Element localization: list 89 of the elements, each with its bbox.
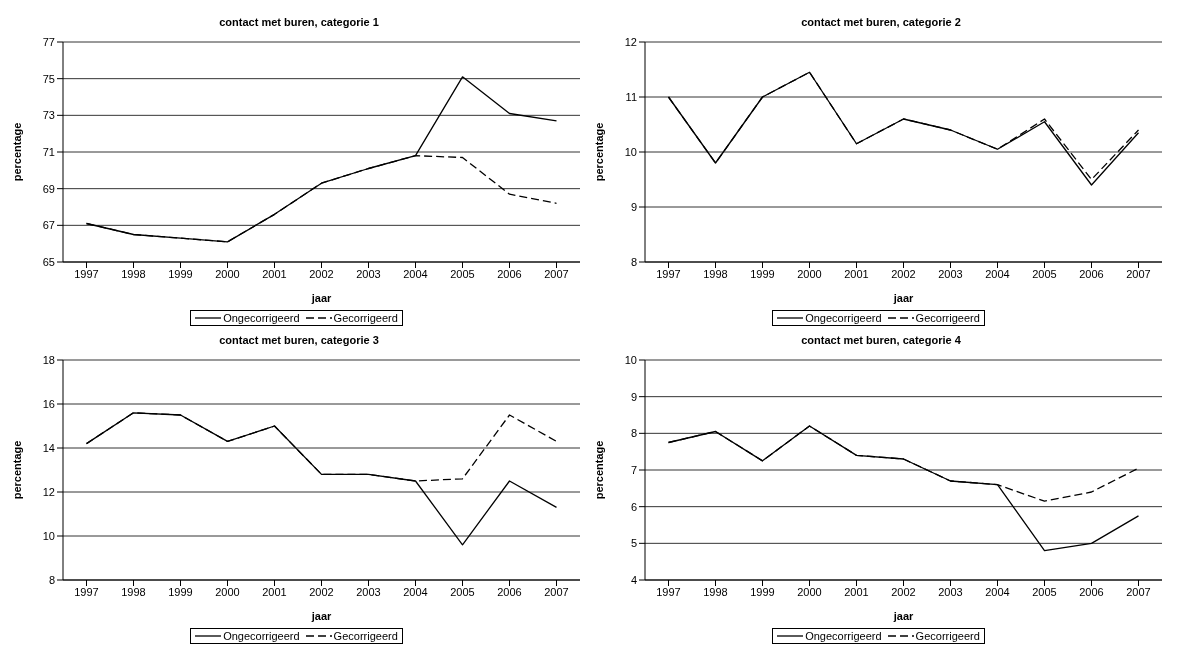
x-tick-label: 2002 bbox=[309, 267, 334, 280]
x-tick-label: 2005 bbox=[450, 585, 475, 598]
x-tick-label: 2004 bbox=[403, 585, 428, 598]
x-tick-label: 1998 bbox=[121, 267, 146, 280]
y-tick-label: 5 bbox=[630, 537, 637, 550]
y-tick-label: 69 bbox=[42, 182, 55, 195]
y-tick-label: 67 bbox=[42, 219, 55, 232]
x-tick-label: 1998 bbox=[703, 267, 728, 280]
x-axis-title: jaar bbox=[892, 292, 914, 304]
y-tick-label: 18 bbox=[42, 353, 55, 366]
y-tick-label: 16 bbox=[42, 397, 55, 410]
y-axis-title: percentage bbox=[10, 122, 23, 182]
legend-label: Gecorrigeerd bbox=[915, 630, 980, 642]
x-tick-label: 2007 bbox=[1126, 267, 1151, 280]
x-tick-label: 2001 bbox=[844, 267, 869, 280]
y-tick-label: 8 bbox=[48, 573, 55, 586]
x-tick-label: 2004 bbox=[985, 267, 1010, 280]
x-tick-label: 2000 bbox=[215, 585, 240, 598]
y-tick-label: 77 bbox=[42, 35, 55, 48]
y-tick-label: 12 bbox=[624, 35, 637, 48]
y-tick-label: 9 bbox=[630, 200, 637, 213]
legend-label: Gecorrigeerd bbox=[915, 312, 980, 324]
y-tick-label: 8 bbox=[630, 255, 637, 268]
y-tick-label: 10 bbox=[624, 145, 637, 158]
y-tick-label: 10 bbox=[624, 353, 637, 366]
x-axis-title: jaar bbox=[892, 610, 914, 622]
chart-title: contact met buren, categorie 1 bbox=[218, 15, 380, 30]
x-tick-label: 2000 bbox=[797, 585, 822, 598]
y-axis-title: percentage bbox=[10, 440, 23, 500]
x-tick-label: 1997 bbox=[656, 585, 681, 598]
y-axis-title: percentage bbox=[592, 122, 605, 182]
x-tick-label: 2007 bbox=[544, 267, 569, 280]
x-tick-label: 2004 bbox=[403, 267, 428, 280]
legend-label: Gecorrigeerd bbox=[333, 312, 398, 324]
x-axis-title: jaar bbox=[310, 292, 332, 304]
x-tick-label: 2004 bbox=[985, 585, 1010, 598]
y-tick-label: 4 bbox=[630, 573, 637, 586]
x-tick-label: 1997 bbox=[74, 585, 99, 598]
x-tick-label: 2002 bbox=[309, 585, 334, 598]
x-tick-label: 2005 bbox=[1032, 585, 1057, 598]
x-tick-label: 1998 bbox=[121, 585, 146, 598]
legend-label: Ongecorrigeerd bbox=[223, 312, 300, 324]
x-tick-label: 1999 bbox=[168, 267, 193, 280]
chart-title: contact met buren, categorie 4 bbox=[800, 333, 962, 348]
x-tick-label: 1998 bbox=[703, 585, 728, 598]
x-tick-label: 2003 bbox=[938, 585, 963, 598]
x-tick-label: 2003 bbox=[356, 267, 381, 280]
x-tick-label: 2002 bbox=[891, 585, 916, 598]
x-tick-label: 2007 bbox=[544, 585, 569, 598]
y-tick-label: 9 bbox=[630, 390, 637, 403]
y-tick-label: 8 bbox=[630, 427, 637, 440]
y-tick-label: 11 bbox=[625, 90, 637, 103]
x-tick-label: 2000 bbox=[215, 267, 240, 280]
chart-title: contact met buren, categorie 2 bbox=[800, 15, 962, 30]
x-tick-label: 1999 bbox=[168, 585, 193, 598]
y-axis-title: percentage bbox=[592, 440, 605, 500]
x-tick-label: 2001 bbox=[262, 267, 287, 280]
x-tick-label: 1999 bbox=[750, 267, 775, 280]
legend-label: Ongecorrigeerd bbox=[223, 630, 300, 642]
legend-label: Ongecorrigeerd bbox=[805, 630, 882, 642]
x-tick-label: 2001 bbox=[844, 585, 869, 598]
x-tick-label: 1997 bbox=[74, 267, 99, 280]
legend-label: Gecorrigeerd bbox=[333, 630, 398, 642]
x-tick-label: 2005 bbox=[450, 267, 475, 280]
x-tick-label: 2001 bbox=[262, 585, 287, 598]
x-tick-label: 1999 bbox=[750, 585, 775, 598]
y-tick-label: 71 bbox=[42, 145, 55, 158]
y-tick-label: 14 bbox=[42, 441, 55, 454]
y-tick-label: 7 bbox=[630, 463, 637, 476]
y-tick-label: 65 bbox=[42, 255, 55, 268]
x-tick-label: 2003 bbox=[938, 267, 963, 280]
x-tick-label: 2003 bbox=[356, 585, 381, 598]
x-tick-label: 2002 bbox=[891, 267, 916, 280]
x-tick-label: 2000 bbox=[797, 267, 822, 280]
y-tick-label: 12 bbox=[42, 485, 55, 498]
x-tick-label: 2006 bbox=[1079, 267, 1104, 280]
x-tick-label: 2006 bbox=[497, 585, 522, 598]
chart-title: contact met buren, categorie 3 bbox=[218, 333, 380, 348]
y-tick-label: 6 bbox=[630, 500, 637, 513]
x-tick-label: 2007 bbox=[1126, 585, 1151, 598]
y-tick-label: 75 bbox=[42, 72, 55, 85]
y-tick-label: 73 bbox=[42, 109, 55, 122]
x-tick-label: 2005 bbox=[1032, 267, 1057, 280]
y-tick-label: 10 bbox=[42, 529, 55, 542]
x-tick-label: 2006 bbox=[1079, 585, 1104, 598]
x-tick-label: 2006 bbox=[497, 267, 522, 280]
legend-label: Ongecorrigeerd bbox=[805, 312, 882, 324]
x-axis-title: jaar bbox=[310, 610, 332, 622]
x-tick-label: 1997 bbox=[656, 267, 681, 280]
